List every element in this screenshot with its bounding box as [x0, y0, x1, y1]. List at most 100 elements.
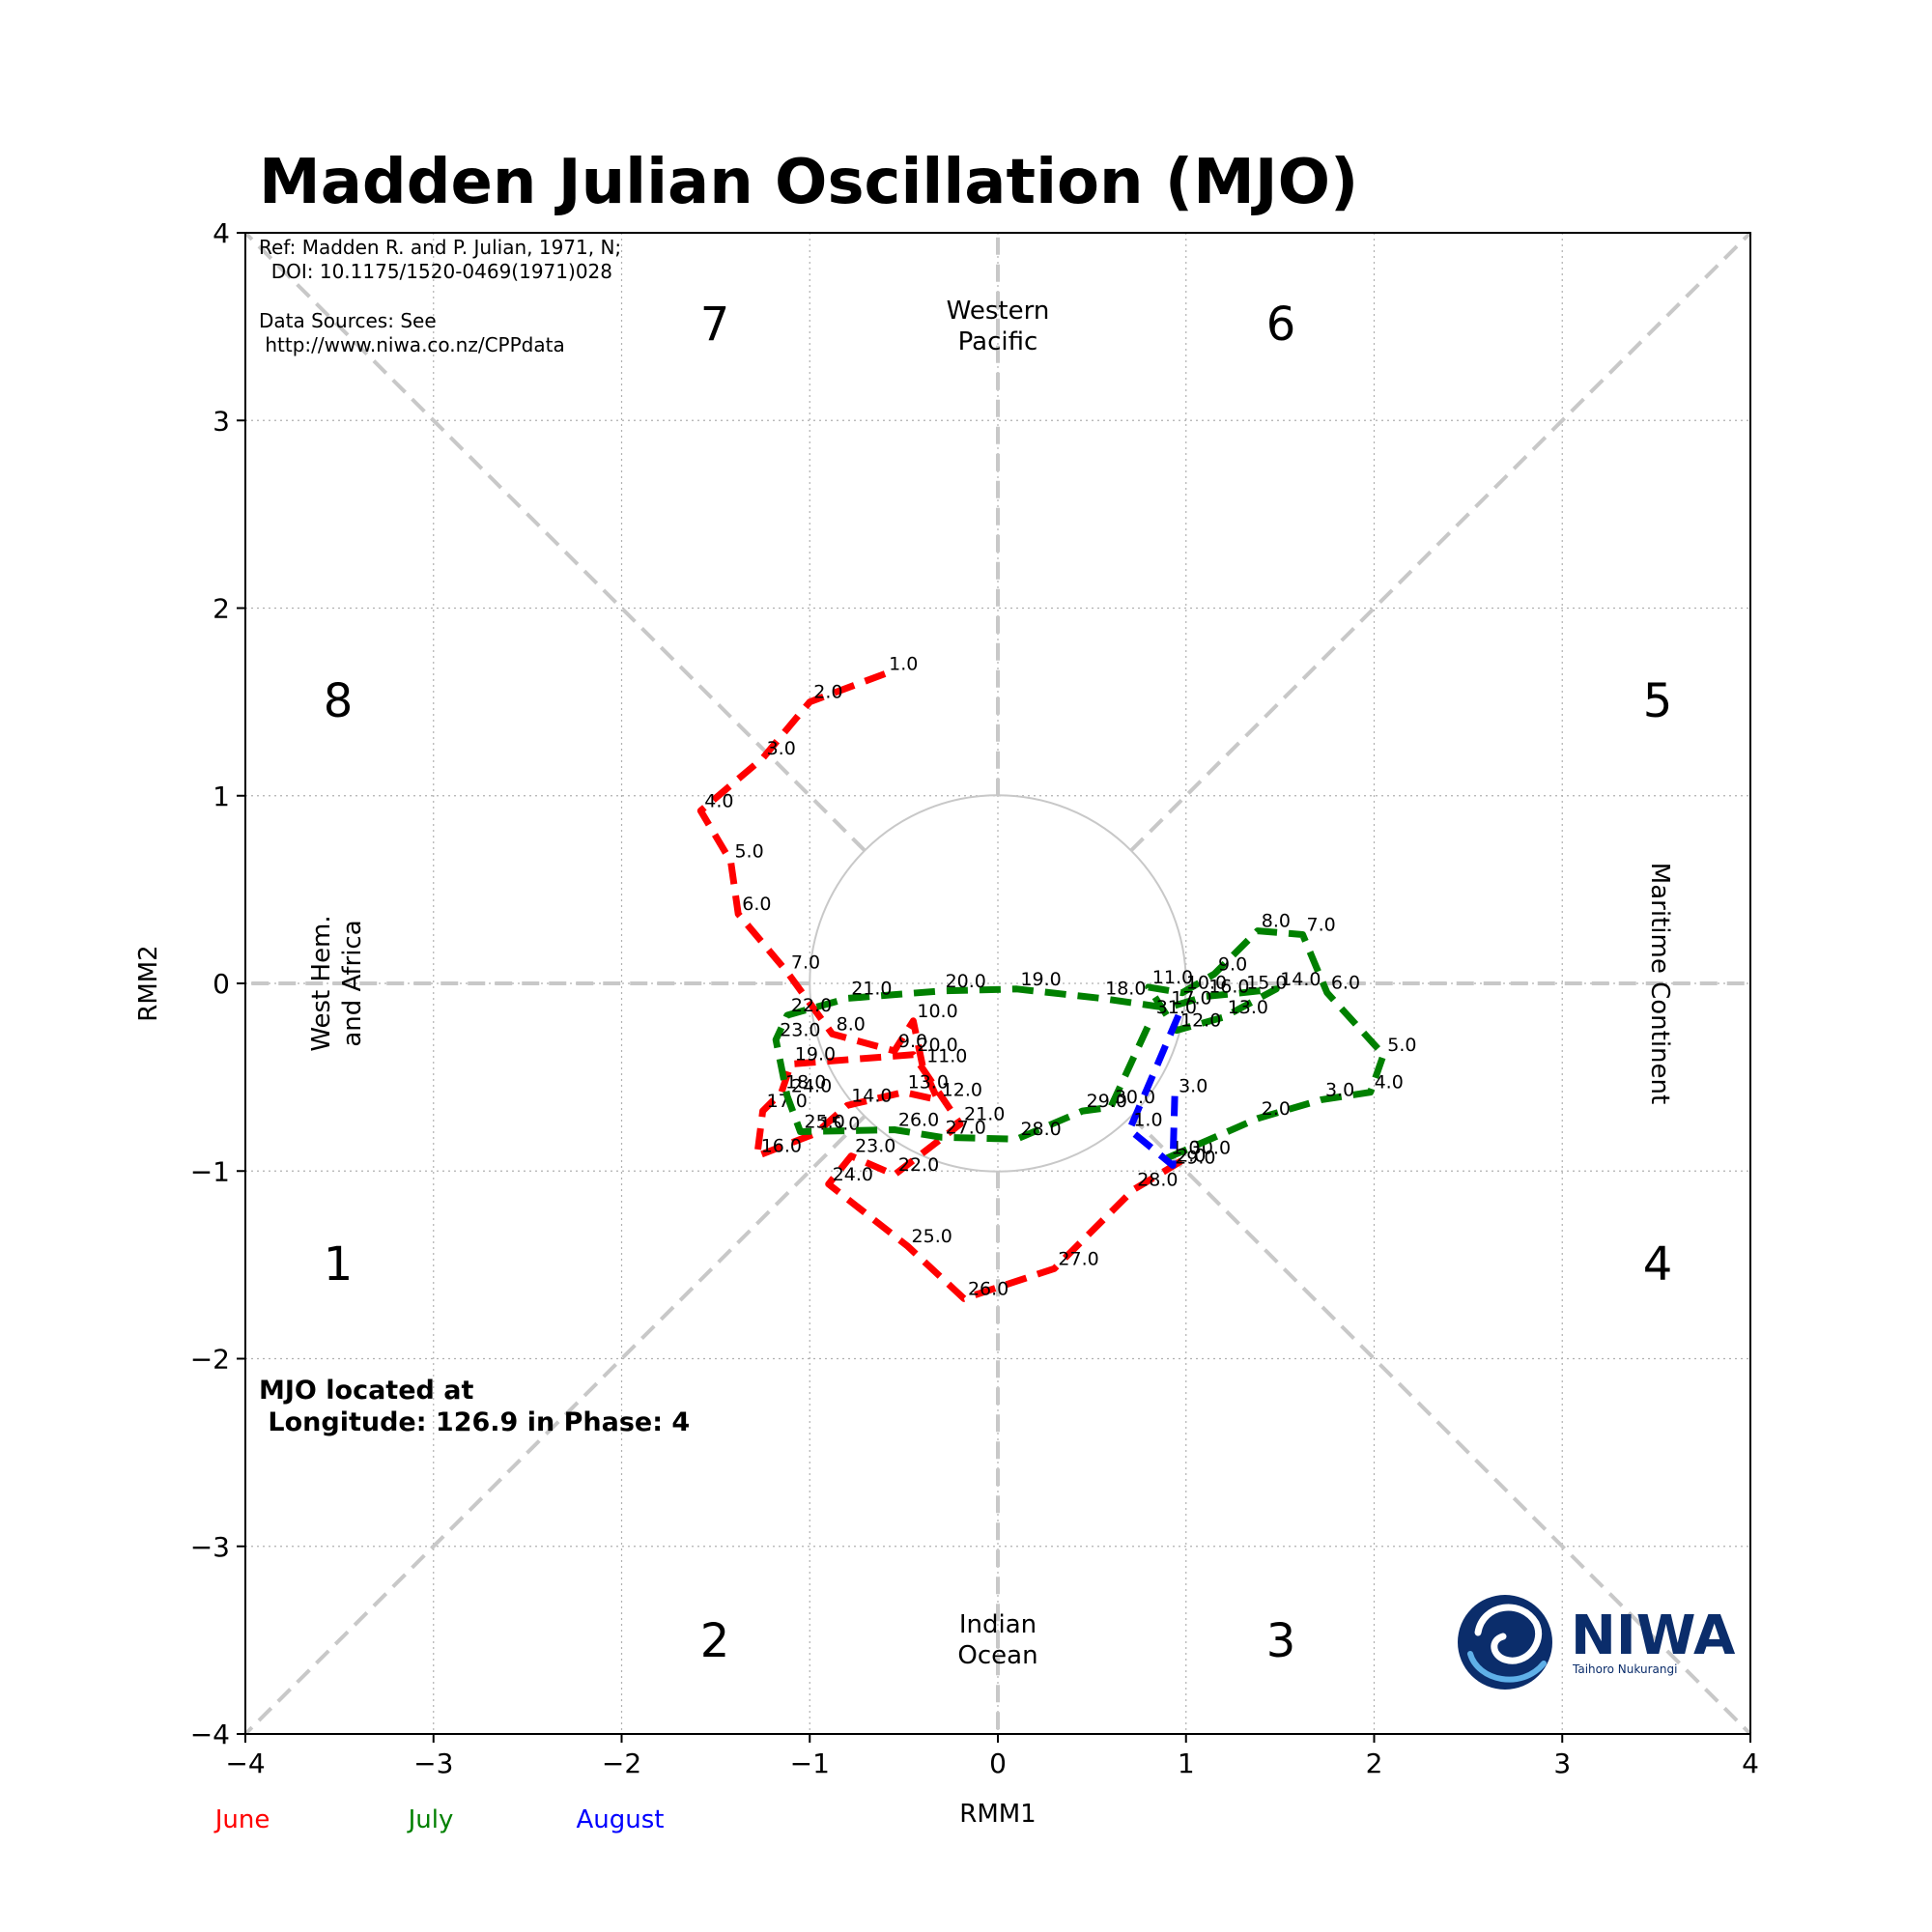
- legend-june: June: [213, 1805, 270, 1834]
- series-line-august: [1125, 1013, 1182, 1169]
- phase-numbers: 1 2 3 4 5 6 7 8: [324, 298, 1673, 1668]
- day-label-june: 24.0: [833, 1164, 873, 1185]
- region-labels: Western Pacific Indian Ocean West Hem. a…: [307, 297, 1674, 1670]
- day-label-june: 26.0: [968, 1278, 1009, 1299]
- day-label-june: 4.0: [704, 790, 733, 811]
- data-source-line-1: Data Sources: See: [259, 309, 437, 332]
- day-label-july: 7.0: [1306, 914, 1335, 935]
- day-label-june: 6.0: [742, 894, 771, 915]
- phase-divider: [1129, 1114, 1752, 1736]
- day-label-june: 3.0: [767, 738, 796, 759]
- phase-divider-lines: [243, 231, 1752, 1736]
- day-label-july: 9.0: [1218, 953, 1247, 975]
- day-label-june: 23.0: [855, 1136, 895, 1157]
- y-tick-label: −2: [190, 1344, 230, 1376]
- axis-labels: RMM1 RMM2: [134, 945, 1037, 1829]
- day-label-june: 19.0: [795, 1044, 836, 1065]
- series-august: 1.02.03.0: [1125, 1013, 1208, 1169]
- day-label-july: 29.0: [1087, 1091, 1127, 1112]
- day-label-july: 28.0: [1020, 1119, 1061, 1140]
- phase-7-label: 7: [700, 298, 730, 352]
- day-label-july: 20.0: [946, 971, 986, 992]
- day-label-july: 6.0: [1331, 973, 1360, 994]
- day-label-july: 21.0: [851, 979, 892, 1000]
- x-tick-label: 0: [989, 1747, 1007, 1779]
- reference-note: Ref: Madden R. and P. Julian, 1971, N; D…: [259, 236, 621, 356]
- y-tick-label: −4: [190, 1719, 230, 1750]
- day-label-july: 18.0: [1105, 979, 1146, 1000]
- phase-divider: [243, 231, 867, 853]
- y-tick-label: 0: [213, 968, 230, 1000]
- x-tick-label: 1: [1178, 1747, 1195, 1779]
- day-label-june: 25.0: [912, 1226, 952, 1247]
- day-label-june: 11.0: [926, 1045, 967, 1066]
- region-left-line-2: and Africa: [338, 920, 367, 1046]
- day-label-august: 3.0: [1179, 1076, 1208, 1097]
- reference-line-1: Ref: Madden R. and P. Julian, 1971, N;: [259, 236, 621, 259]
- day-label-july: 25.0: [805, 1111, 845, 1132]
- day-label-july: 23.0: [780, 1019, 820, 1040]
- day-label-june: 13.0: [908, 1072, 949, 1094]
- reference-line-2: DOI: 10.1175/1520-0469(1971)028: [259, 260, 612, 283]
- y-tick-label: 4: [213, 217, 230, 249]
- niwa-tagline: Taihoro Nukurangi: [1572, 1662, 1677, 1676]
- day-label-july: 14.0: [1280, 969, 1321, 990]
- y-tick-label: −3: [190, 1531, 230, 1563]
- day-label-june: 20.0: [917, 1035, 957, 1056]
- day-label-july: 17.0: [1171, 987, 1211, 1009]
- day-label-june: 12.0: [942, 1079, 982, 1100]
- day-label-june: 2.0: [813, 682, 842, 703]
- x-tick-label: 3: [1553, 1747, 1571, 1779]
- status-line-2: Longitude: 126.9 in Phase: 4: [259, 1407, 690, 1437]
- phase-1-label: 1: [324, 1237, 354, 1292]
- x-tick-label: −3: [413, 1747, 453, 1779]
- day-label-august: 1.0: [1133, 1110, 1162, 1131]
- day-label-july: 1.0: [1171, 1138, 1200, 1159]
- series-july: 1.02.03.0 4.05.06.07.08.09.010.011.012.01…: [772, 911, 1416, 1161]
- phase-2-label: 2: [700, 1614, 730, 1668]
- day-label-july: 3.0: [1325, 1079, 1354, 1100]
- x-tick-label: 2: [1366, 1747, 1383, 1779]
- phase-5-label: 5: [1643, 674, 1673, 728]
- day-label-july: 12.0: [1180, 1010, 1221, 1032]
- day-label-july: 22.0: [791, 995, 832, 1016]
- region-top-line-1: Western: [947, 297, 1050, 326]
- chart-title: Madden Julian Oscillation (MJO): [259, 147, 1358, 218]
- day-label-july: 26.0: [898, 1110, 939, 1131]
- status-line-1: MJO located at: [259, 1376, 473, 1406]
- phase-6-label: 6: [1266, 298, 1296, 352]
- day-label-august: 2.0: [1177, 1145, 1206, 1166]
- day-label-july: 24.0: [791, 1076, 832, 1097]
- day-label-june: 18.0: [785, 1072, 826, 1094]
- day-label-july: 27.0: [946, 1117, 986, 1138]
- region-bottom-line-1: Indian: [959, 1610, 1037, 1639]
- x-axis-label: RMM1: [959, 1800, 1036, 1829]
- data-source-line-2: http://www.niwa.co.nz/CPPdata: [259, 333, 565, 356]
- series-june: 1.02.03.04.05.06.07.08.09.010.011.012.01…: [696, 653, 1231, 1302]
- niwa-wordmark: NIWA: [1571, 1605, 1736, 1667]
- phase-3-label: 3: [1266, 1614, 1296, 1668]
- day-label-july: 13.0: [1228, 997, 1268, 1018]
- day-label-june: 21.0: [964, 1104, 1005, 1125]
- region-right: Maritime Continent: [1645, 863, 1674, 1104]
- day-label-june: 10.0: [917, 1001, 957, 1022]
- day-label-june: 8.0: [837, 1013, 866, 1035]
- y-tick-label: 2: [213, 593, 230, 625]
- phase-4-label: 4: [1643, 1237, 1673, 1292]
- series-line-july: [772, 927, 1387, 1161]
- legend-august: August: [577, 1805, 665, 1834]
- day-label-july: 5.0: [1387, 1035, 1416, 1056]
- day-label-june: 28.0: [1137, 1170, 1178, 1191]
- day-label-june: 22.0: [898, 1154, 939, 1176]
- unit-circle: [809, 794, 1187, 1173]
- day-label-july: 19.0: [1020, 969, 1061, 990]
- phase-8-label: 8: [324, 674, 354, 728]
- month-legend: June July August: [213, 1805, 665, 1834]
- day-label-june: 16.0: [761, 1136, 802, 1157]
- day-label-july: 8.0: [1262, 911, 1291, 932]
- series-line-june: [696, 670, 1188, 1302]
- x-tick-label: −2: [602, 1747, 641, 1779]
- day-label-july: 31.0: [1156, 997, 1197, 1018]
- niwa-logo: NIWA Taihoro Nukurangi: [1458, 1595, 1736, 1690]
